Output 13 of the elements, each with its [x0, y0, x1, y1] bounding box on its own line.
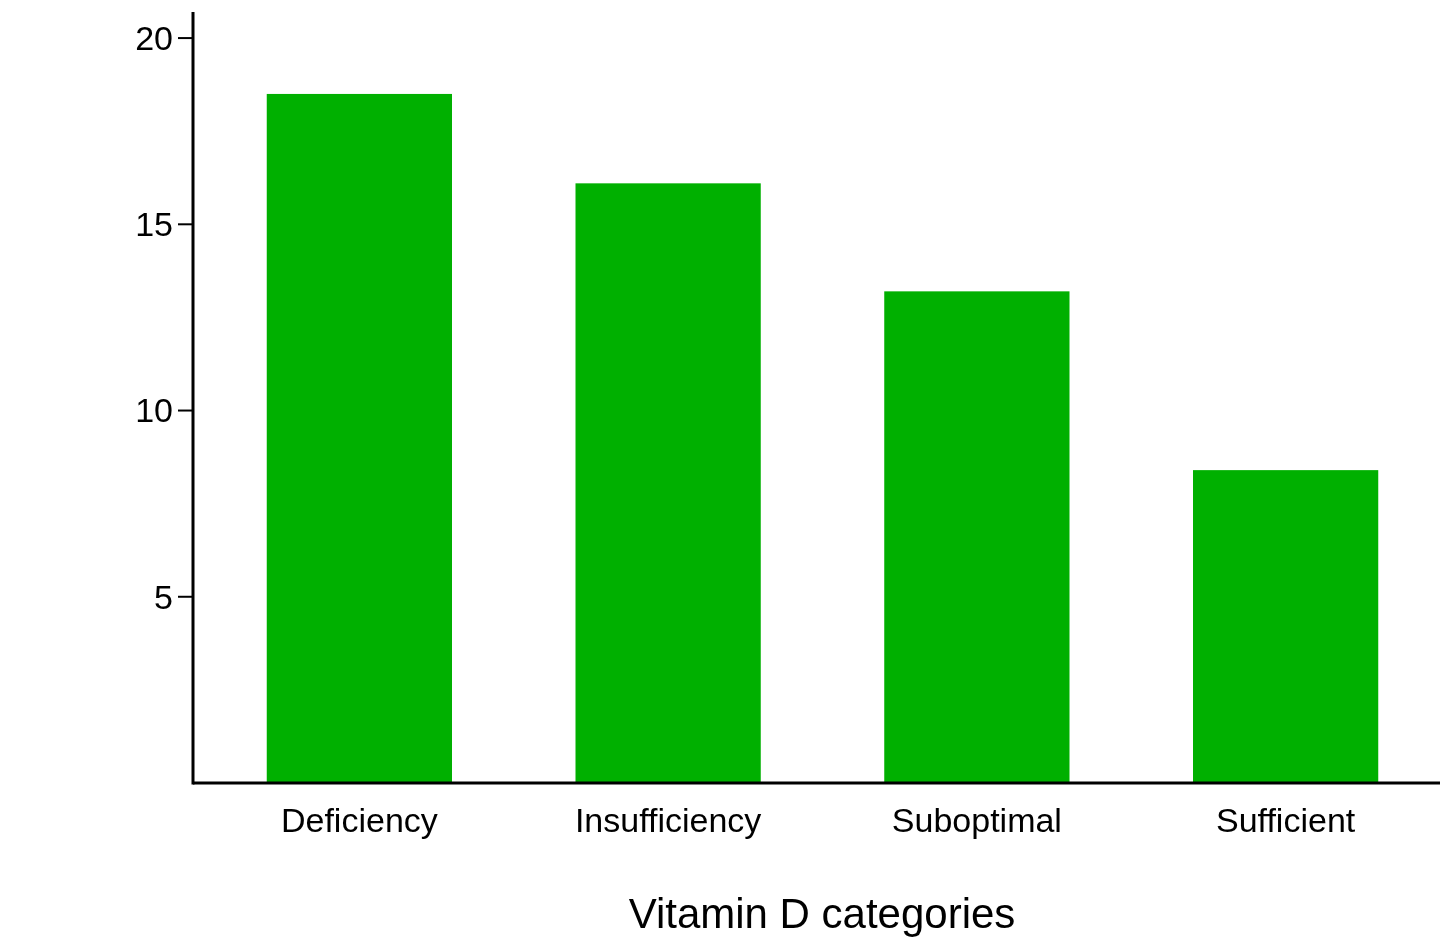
x-tick-label: Suboptimal [891, 801, 1062, 839]
bar [884, 291, 1070, 783]
x-tick-label: Sufficient [1216, 801, 1356, 839]
bar [266, 93, 452, 783]
y-tick-label: 10 [135, 391, 173, 430]
x-tick-label: Insufficiency [574, 801, 762, 839]
y-tick-label: 15 [135, 205, 173, 244]
y-tick-label: 20 [135, 18, 173, 57]
y-tick-label: 5 [154, 577, 173, 616]
bar [575, 183, 761, 783]
bar [1193, 470, 1379, 783]
x-tick-label: Deficiency [280, 801, 438, 839]
x-axis-title: Vitamin D categories [628, 890, 1016, 937]
